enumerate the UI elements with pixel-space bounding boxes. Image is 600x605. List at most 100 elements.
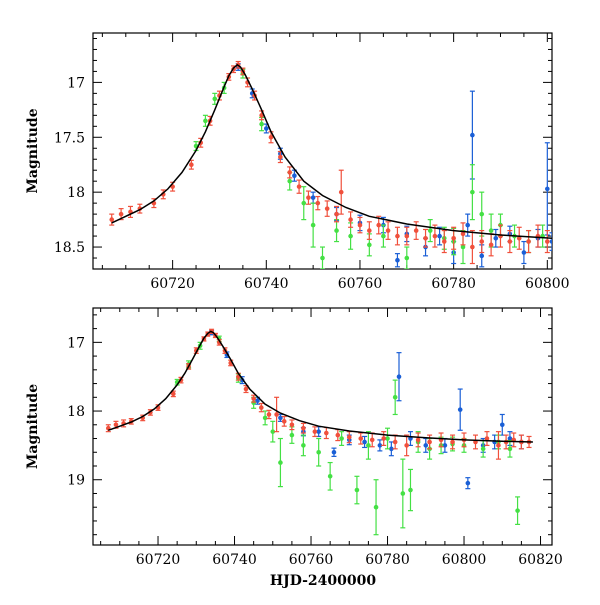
data-point-red bbox=[441, 239, 447, 244]
data-point-red bbox=[334, 211, 339, 217]
data-point-green bbox=[408, 487, 413, 493]
x-tick-label: 60800 bbox=[525, 276, 570, 292]
data-point-red bbox=[507, 239, 513, 244]
data-point-red bbox=[296, 184, 302, 189]
x-tick-label: 60780 bbox=[431, 276, 476, 292]
data-point-blue bbox=[493, 235, 499, 241]
data-point-blue bbox=[278, 415, 283, 421]
data-point-blue bbox=[331, 449, 337, 455]
data-point-blue bbox=[545, 186, 550, 192]
data-point-red bbox=[381, 436, 387, 441]
data-point-green bbox=[367, 242, 372, 248]
y-tick-label: 18 bbox=[67, 404, 85, 420]
data-point-red bbox=[315, 200, 321, 206]
data-point-blue bbox=[479, 253, 485, 259]
data-point-red bbox=[324, 430, 329, 436]
data-point-red bbox=[395, 233, 400, 239]
data-point-red bbox=[189, 162, 194, 168]
data-point-red bbox=[109, 217, 115, 222]
data-point-green bbox=[392, 395, 398, 400]
data-point-red bbox=[118, 211, 124, 217]
data-point-green bbox=[470, 189, 475, 195]
data-point-green bbox=[381, 233, 386, 239]
data-point-red bbox=[526, 239, 531, 244]
data-point-blue bbox=[395, 257, 400, 263]
y-axis-label: Magnitude bbox=[25, 384, 41, 469]
data-point-red bbox=[113, 422, 119, 428]
data-point-red bbox=[545, 239, 550, 244]
y-tick-label: 18.5 bbox=[54, 240, 85, 256]
series-blue bbox=[209, 330, 524, 490]
data-point-blue bbox=[521, 250, 527, 255]
data-point-red bbox=[171, 391, 176, 397]
data-point-red bbox=[335, 432, 341, 438]
y-axis-label: Magnitude bbox=[25, 108, 41, 193]
data-point-red bbox=[266, 412, 272, 417]
data-point-green bbox=[289, 432, 295, 438]
y-tick-label: 18 bbox=[67, 185, 85, 201]
data-point-red bbox=[287, 170, 293, 175]
data-point-red bbox=[451, 235, 456, 241]
data-point-green bbox=[373, 504, 379, 510]
data-point-red bbox=[496, 443, 501, 448]
data-point-green bbox=[507, 446, 513, 452]
data-point-blue bbox=[437, 233, 442, 239]
bottom-panel: 60720 60740 60760 60780 60800 60820 17 18 19 Magn… bbox=[25, 307, 563, 568]
data-point-blue bbox=[507, 436, 513, 441]
data-point-red bbox=[243, 386, 249, 392]
data-point-red bbox=[392, 439, 398, 445]
data-point-red bbox=[413, 228, 419, 233]
data-point-blue bbox=[316, 429, 321, 434]
plot-area bbox=[109, 60, 552, 269]
x-tick-label: 60720 bbox=[136, 552, 181, 568]
data-point-blue bbox=[389, 446, 394, 452]
data-point-green bbox=[479, 211, 485, 217]
x-axis-label: HJD-2400000 bbox=[270, 573, 377, 589]
plot-area bbox=[105, 328, 533, 536]
data-point-red bbox=[516, 235, 522, 241]
data-point-green bbox=[270, 429, 276, 434]
data-point-green bbox=[480, 446, 486, 452]
data-point-red bbox=[450, 439, 455, 445]
data-point-green bbox=[348, 233, 353, 239]
data-point-red bbox=[484, 436, 490, 441]
data-point-green bbox=[515, 508, 520, 513]
data-point-blue bbox=[470, 132, 475, 138]
x-tick-label: 60760 bbox=[289, 552, 334, 568]
data-point-red bbox=[357, 222, 363, 228]
data-point-green bbox=[259, 121, 264, 127]
x-tick-label: 60800 bbox=[442, 552, 487, 568]
data-point-red bbox=[324, 206, 330, 211]
data-point-red bbox=[338, 189, 344, 195]
data-point-red bbox=[367, 228, 372, 233]
data-point-red bbox=[369, 437, 375, 443]
y-tick-label: 19 bbox=[67, 473, 85, 489]
data-point-green bbox=[278, 460, 283, 465]
data-point-red bbox=[404, 233, 410, 239]
data-point-green bbox=[212, 96, 218, 102]
data-point-green bbox=[354, 487, 360, 493]
data-point-blue bbox=[457, 407, 463, 412]
data-point-red bbox=[479, 239, 485, 244]
data-point-red bbox=[301, 425, 306, 431]
data-point-red bbox=[376, 222, 382, 228]
x-tick-label: 60720 bbox=[150, 276, 195, 292]
x-tick-label: 60760 bbox=[338, 276, 383, 292]
data-point-green bbox=[301, 200, 307, 206]
data-point-blue bbox=[377, 443, 383, 448]
data-point-green bbox=[366, 443, 371, 448]
data-point-red bbox=[274, 412, 279, 417]
data-point-red bbox=[385, 228, 391, 233]
data-point-green bbox=[488, 228, 494, 233]
series-blue bbox=[235, 63, 552, 268]
data-point-blue bbox=[499, 422, 505, 428]
data-point-green bbox=[320, 255, 325, 261]
data-point-red bbox=[358, 436, 364, 441]
data-point-green bbox=[404, 255, 410, 261]
data-point-red bbox=[427, 439, 432, 445]
data-point-blue bbox=[442, 443, 448, 448]
data-point-red bbox=[432, 233, 438, 239]
data-point-green bbox=[203, 118, 208, 124]
